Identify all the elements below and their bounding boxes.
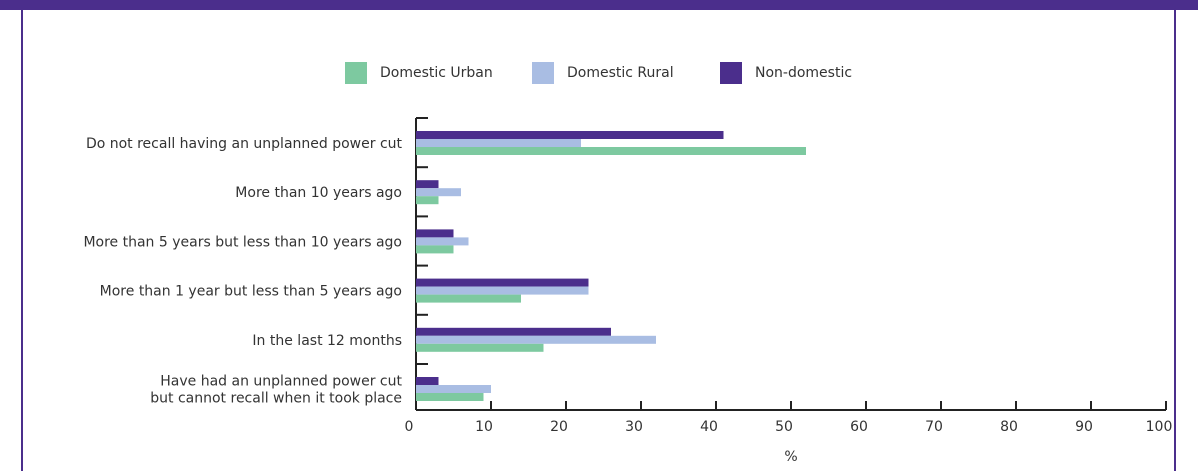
- x-tick-label: 30: [625, 419, 643, 435]
- x-axis-label: %: [784, 449, 797, 465]
- x-tick-label: 100: [1146, 419, 1173, 435]
- x-tick-label: 60: [850, 419, 868, 435]
- header-bar: [0, 0, 1198, 10]
- legend-swatch: [345, 62, 367, 84]
- bar: [416, 343, 544, 352]
- bar: [416, 335, 656, 344]
- x-tick-label: 80: [1000, 419, 1018, 435]
- x-tick-label: 40: [700, 419, 718, 435]
- x-tick-label: 20: [550, 419, 568, 435]
- bar: [416, 377, 439, 385]
- x-tick-label: 10: [475, 419, 493, 435]
- bar: [416, 286, 589, 295]
- bar: [416, 131, 724, 139]
- y-tick-label: More than 10 years ago: [235, 185, 402, 201]
- legend-swatch: [720, 62, 742, 84]
- bar: [416, 188, 461, 197]
- bar: [416, 147, 806, 155]
- x-tick-label: 90: [1075, 419, 1093, 435]
- bar: [416, 229, 454, 238]
- bar: [416, 327, 611, 336]
- x-tick-label: 70: [925, 419, 943, 435]
- bar: [416, 237, 469, 246]
- bar: [416, 393, 484, 401]
- bar: [416, 245, 454, 254]
- bar: [416, 294, 521, 303]
- bar: [416, 139, 581, 147]
- bar: [416, 278, 589, 287]
- x-tick-label: 50: [775, 419, 793, 435]
- y-tick-label: More than 1 year but less than 5 years a…: [100, 284, 402, 300]
- y-tick-label: Have had an unplanned power cut but canno…: [150, 374, 402, 407]
- y-tick-label: In the last 12 months: [252, 333, 402, 349]
- y-tick-label: More than 5 years but less than 10 years…: [83, 234, 402, 250]
- legend-label: Domestic Rural: [567, 65, 674, 81]
- legend-label: Domestic Urban: [380, 65, 493, 81]
- legend-swatch: [532, 62, 554, 84]
- bar: [416, 196, 439, 205]
- x-tick-label: 0: [405, 419, 414, 435]
- y-tick-label: Do not recall having an unplanned power …: [86, 136, 403, 152]
- bar: [416, 385, 491, 393]
- legend-label: Non-domestic: [755, 65, 852, 81]
- bar: [416, 180, 439, 189]
